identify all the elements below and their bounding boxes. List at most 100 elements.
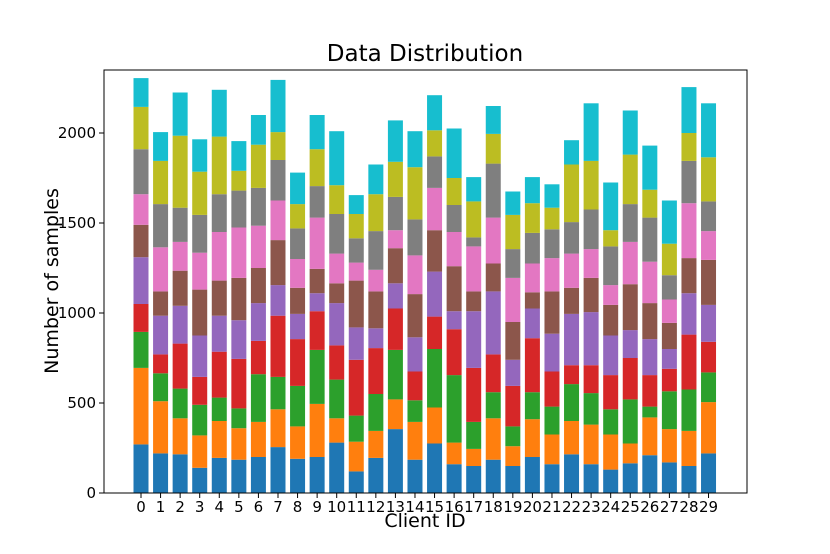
bar-segment-client-3-class-1: [192, 435, 208, 468]
x-tick-label-3: 3: [195, 498, 205, 516]
bar-segment-client-3-class-2: [192, 404, 208, 436]
bars-group: [133, 78, 717, 493]
bar-segment-client-13-class-5: [387, 248, 403, 284]
x-tick-label-5: 5: [234, 498, 244, 516]
bar-segment-client-12-class-6: [368, 269, 384, 292]
x-tick-label-4: 4: [215, 498, 225, 516]
bar-segment-client-1-class-5: [153, 291, 169, 316]
bar-segment-client-22-class-4: [564, 313, 580, 366]
bar-segment-client-4-class-3: [211, 351, 227, 398]
bar-segment-client-3-class-4: [192, 335, 208, 377]
bar-segment-client-11-class-3: [348, 359, 364, 416]
bar-segment-client-0-class-5: [133, 224, 149, 258]
bar-segment-client-16-class-5: [446, 266, 462, 312]
bar-segment-client-7-class-9: [270, 79, 286, 133]
bar-segment-client-10-class-0: [329, 442, 345, 493]
bar-segment-client-24-class-3: [603, 375, 619, 410]
bar-segment-client-11-class-8: [348, 214, 364, 239]
bar-segment-client-3-class-7: [192, 214, 208, 253]
bar-segment-client-21-class-2: [544, 406, 560, 435]
bar-segment-client-22-class-7: [564, 222, 580, 254]
bar-segment-client-17-class-5: [466, 291, 482, 312]
bar-segment-client-29-class-3: [701, 341, 717, 373]
bar-segment-client-21-class-6: [544, 258, 560, 292]
x-tick-label-11: 11: [347, 498, 366, 516]
bar-segment-client-23-class-4: [583, 312, 599, 366]
bar-segment-client-22-class-3: [564, 365, 580, 385]
bar-segment-client-10-class-3: [329, 345, 345, 380]
bar-segment-client-26-class-7: [642, 217, 658, 262]
bar-segment-client-3-class-5: [192, 289, 208, 336]
bar-segment-client-28-class-7: [681, 160, 697, 204]
bar-segment-client-12-class-5: [368, 291, 384, 329]
bar-segment-client-21-class-7: [544, 229, 560, 259]
x-tick-label-15: 15: [425, 498, 444, 516]
bar-segment-client-26-class-0: [642, 455, 658, 493]
bar-segment-client-5-class-2: [231, 408, 247, 429]
bar-segment-client-14-class-2: [407, 400, 423, 422]
bar-segment-client-15-class-7: [427, 156, 443, 188]
bar-segment-client-27-class-3: [661, 368, 677, 392]
bar-segment-client-19-class-5: [505, 322, 521, 360]
bar-segment-client-16-class-0: [446, 464, 462, 493]
bar-segment-client-29-class-7: [701, 201, 717, 232]
bar-segment-client-11-class-1: [348, 441, 364, 472]
bar-segment-client-5-class-3: [231, 358, 247, 409]
bar-segment-client-10-class-5: [329, 283, 345, 304]
bar-segment-client-25-class-4: [622, 330, 638, 358]
bar-segment-client-1-class-4: [153, 315, 169, 355]
bar-segment-client-13-class-4: [387, 283, 403, 309]
bar-segment-client-23-class-7: [583, 209, 599, 250]
bar-segment-client-12-class-1: [368, 430, 384, 458]
x-tick-label-8: 8: [293, 498, 303, 516]
bar-segment-client-19-class-1: [505, 446, 521, 466]
bar-segment-client-10-class-7: [329, 214, 345, 254]
bar-segment-client-0-class-7: [133, 149, 149, 195]
bar-segment-client-21-class-1: [544, 434, 560, 465]
bar-segment-client-20-class-2: [524, 392, 540, 420]
bar-segment-client-25-class-7: [622, 204, 638, 242]
bar-segment-client-10-class-4: [329, 303, 345, 346]
bar-segment-client-5-class-6: [231, 227, 247, 278]
bar-segment-client-18-class-3: [485, 354, 501, 393]
bar-segment-client-13-class-6: [387, 230, 403, 249]
bar-segment-client-17-class-9: [466, 177, 482, 202]
bar-segment-client-23-class-8: [583, 160, 599, 210]
bar-segment-client-4-class-9: [211, 89, 227, 137]
bar-segment-client-8-class-9: [290, 172, 306, 205]
x-tick-label-17: 17: [464, 498, 483, 516]
bar-segment-client-26-class-8: [642, 189, 658, 218]
bar-segment-client-0-class-4: [133, 257, 149, 304]
bar-segment-client-8-class-2: [290, 385, 306, 427]
x-axis: 0 1 2 3 4 5 6 7 8 9 10 11 12 13 14 15 16 17 18 19 20 21 22 23 24…: [136, 493, 718, 516]
bar-segment-client-25-class-8: [622, 154, 638, 205]
bar-segment-client-5-class-8: [231, 170, 247, 191]
bar-segment-client-14-class-5: [407, 294, 423, 338]
bar-segment-client-16-class-7: [446, 205, 462, 232]
bar-segment-client-3-class-6: [192, 252, 208, 290]
bar-segment-client-11-class-0: [348, 471, 364, 493]
bar-segment-client-13-class-8: [387, 161, 403, 197]
bar-segment-client-11-class-6: [348, 262, 364, 281]
bar-segment-client-18-class-6: [485, 217, 501, 264]
bar-segment-client-9-class-2: [309, 349, 325, 404]
bar-segment-client-14-class-9: [407, 131, 423, 168]
bar-segment-client-27-class-0: [661, 462, 677, 493]
bar-segment-client-29-class-2: [701, 372, 717, 403]
bar-segment-client-15-class-5: [427, 230, 443, 272]
bar-segment-client-24-class-0: [603, 469, 619, 493]
bar-segment-client-22-class-5: [564, 287, 580, 314]
bar-segment-client-7-class-1: [270, 409, 286, 448]
bar-segment-client-3-class-0: [192, 467, 208, 493]
bar-segment-client-16-class-1: [446, 442, 462, 465]
bar-segment-client-6-class-2: [250, 374, 266, 422]
bar-segment-client-26-class-2: [642, 406, 658, 418]
bar-segment-client-28-class-2: [681, 389, 697, 431]
y-tick-label-0: 0: [86, 484, 96, 502]
bar-segment-client-11-class-7: [348, 238, 364, 263]
bar-segment-client-12-class-0: [368, 457, 384, 493]
bar-segment-client-27-class-7: [661, 275, 677, 300]
bar-segment-client-12-class-9: [368, 164, 384, 195]
bar-segment-client-1-class-7: [153, 204, 169, 248]
x-tick-label-24: 24: [601, 498, 620, 516]
